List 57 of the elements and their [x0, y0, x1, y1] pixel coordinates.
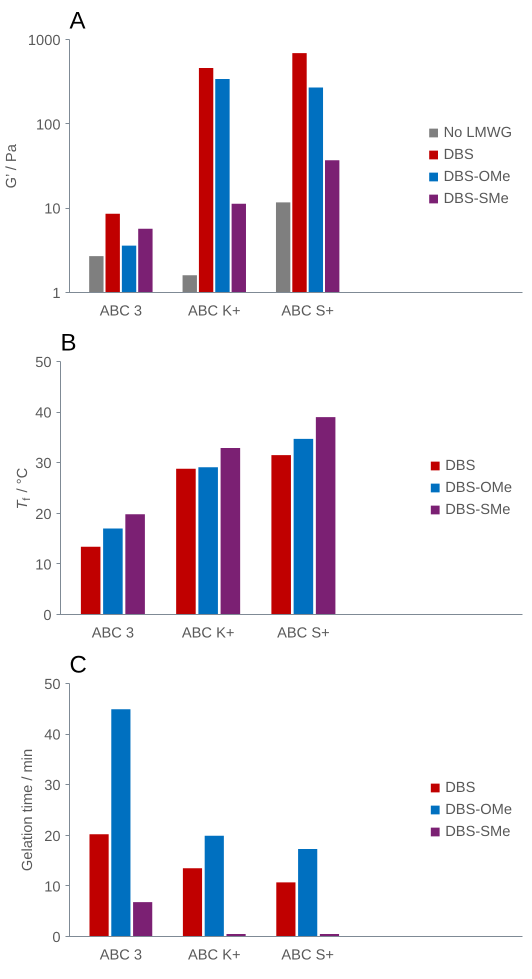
- x-tick-label: ABC 3: [100, 948, 142, 964]
- y-tick-label: 10: [35, 557, 52, 574]
- x-tick-label: ABC S+: [281, 304, 334, 320]
- bar: [271, 455, 291, 614]
- x-tick-label: ABC S+: [277, 626, 330, 642]
- bar: [316, 417, 336, 614]
- y-axis-title: Gelation time / min: [20, 748, 36, 872]
- y-tick-label: 50: [35, 355, 52, 371]
- bar: [294, 438, 314, 614]
- y-tick-label: 1: [52, 286, 61, 302]
- y-tick-label: 10: [44, 879, 61, 896]
- y-tick-label: 10: [44, 202, 61, 218]
- bar: [111, 709, 130, 936]
- y-tick-label: 30: [44, 778, 61, 794]
- bar: [125, 514, 145, 614]
- y-tick-label: 20: [44, 828, 61, 845]
- y-tick-label: 40: [44, 728, 61, 744]
- y-tick-label: 1000: [28, 33, 61, 49]
- bar: [204, 836, 224, 936]
- x-tick-label: ABC K+: [188, 948, 241, 964]
- y-tick-label: 40: [35, 406, 52, 422]
- chart-title: B: [60, 330, 77, 356]
- y-tick-label: 50: [44, 677, 61, 693]
- legend-label: DBS-OMe: [444, 168, 510, 184]
- x-tick-label: ABC K+: [182, 626, 234, 642]
- x-tick-label: ABC S+: [281, 948, 334, 964]
- legend-label: DBS: [445, 780, 476, 796]
- bar: [298, 848, 318, 936]
- chart-title: C: [70, 652, 87, 678]
- y-axis-title: G’ / Pa: [4, 143, 20, 188]
- y-tick-label: 20: [35, 506, 52, 523]
- legend-label: DBS: [444, 146, 474, 162]
- bar: [182, 868, 202, 936]
- x-tick-label: ABC 3: [92, 626, 134, 642]
- y-tick-label: 0: [43, 608, 52, 624]
- bar: [89, 834, 109, 936]
- bar: [276, 882, 296, 936]
- bar: [176, 468, 196, 614]
- x-tick-label: ABC K+: [188, 304, 241, 320]
- legend-label: DBS-SMe: [445, 824, 510, 840]
- y-tick-label: 30: [35, 456, 52, 472]
- bar: [103, 528, 123, 614]
- y-tick-label: 0: [52, 930, 61, 946]
- bar: [220, 448, 240, 614]
- legend-label: DBS-SMe: [444, 190, 509, 206]
- legend-label: DBS-SMe: [445, 502, 510, 518]
- chart-title: A: [70, 8, 86, 34]
- y-axis-title: Tf / °C: [14, 467, 33, 510]
- y-tick-label: 100: [36, 117, 61, 134]
- legend-label: DBS: [445, 458, 476, 474]
- legend-label: DBS-OMe: [445, 480, 512, 496]
- bar: [80, 546, 100, 614]
- x-tick-label: ABC 3: [100, 304, 142, 320]
- legend-label: No LMWG: [444, 124, 512, 140]
- bar: [198, 467, 218, 614]
- bar: [133, 902, 152, 936]
- legend-label: DBS-OMe: [445, 802, 512, 818]
